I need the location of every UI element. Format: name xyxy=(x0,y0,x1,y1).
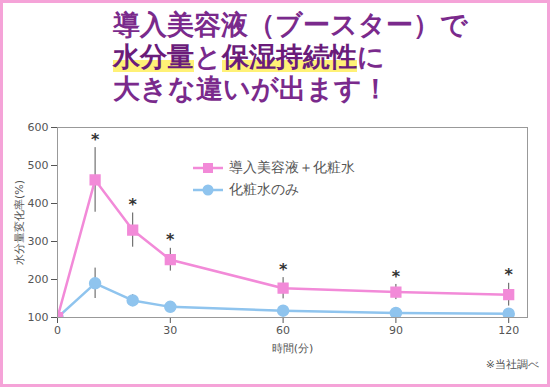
svg-text:60: 60 xyxy=(276,324,290,337)
html-text:※当社調べ: ※当社調べ xyxy=(485,358,539,371)
html-text:導入美容液＋化粧水: 導入美容液＋化粧水 xyxy=(229,159,355,175)
svg-text:600: 600 xyxy=(28,121,49,134)
html-text:化粧水のみ: 化粧水のみ xyxy=(229,181,299,197)
svg-text:200: 200 xyxy=(28,273,49,286)
svg-text:300: 300 xyxy=(28,235,49,248)
svg-text:*: * xyxy=(166,230,175,249)
svg-text:100: 100 xyxy=(28,311,49,324)
html-text:水分量と保湿持続性に: 水分量と保湿持続性に xyxy=(113,41,385,72)
svg-text:*: * xyxy=(91,130,100,149)
svg-text:400: 400 xyxy=(28,197,49,210)
svg-text:0: 0 xyxy=(54,324,61,337)
svg-text:*: * xyxy=(129,195,138,214)
svg-text:*: * xyxy=(505,265,514,284)
html-text:大きな違いが出ます！: 大きな違いが出ます！ xyxy=(113,73,389,104)
svg-text:30: 30 xyxy=(163,324,177,337)
svg-text:500: 500 xyxy=(28,159,49,172)
svg-text:時間(分): 時間(分) xyxy=(272,342,314,355)
svg-text:*: * xyxy=(392,267,401,286)
svg-text:90: 90 xyxy=(389,324,403,337)
html-text:導入美容液（ブースター）で: 導入美容液（ブースター）で xyxy=(113,9,468,40)
svg-text:*: * xyxy=(279,260,288,279)
svg-text:水分量変化率(%): 水分量変化率(%) xyxy=(13,180,26,265)
svg-text:120: 120 xyxy=(498,324,519,337)
